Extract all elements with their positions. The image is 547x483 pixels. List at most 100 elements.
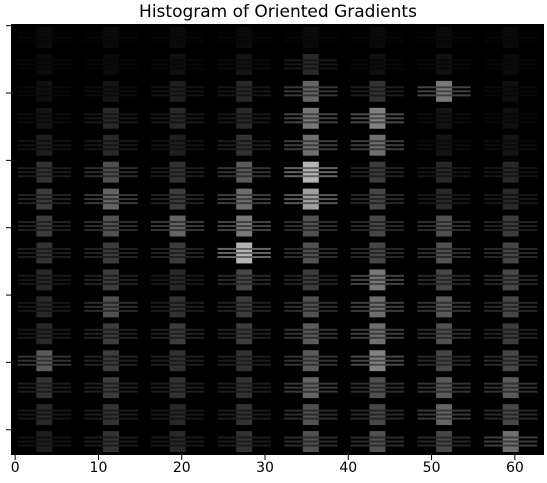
hog-cell-dash <box>284 171 337 173</box>
hog-cell-dash <box>18 32 71 34</box>
hog-cell-dash <box>417 221 470 223</box>
hog-cell-dash <box>151 391 204 393</box>
hog-cell-dash <box>484 117 537 119</box>
hog-cell-dash <box>218 59 271 61</box>
hog-cell-dash <box>284 410 337 412</box>
hog-cell-dash <box>218 140 271 142</box>
hog-cell-dash <box>484 279 537 281</box>
hog-cell-dash <box>151 383 204 385</box>
hog-cell-dash <box>151 117 204 119</box>
hog-cell-dash <box>218 306 271 308</box>
hog-cell-dash <box>351 279 404 281</box>
hog-cell-dash <box>218 221 271 223</box>
hog-cell-dash <box>18 202 71 204</box>
hog-cell-dash <box>151 140 204 142</box>
hog-cell-dash <box>351 445 404 447</box>
hog-cell-dash <box>284 121 337 123</box>
hog-cell-dash <box>84 36 137 38</box>
hog-cell-dash <box>351 364 404 366</box>
hog-cell-dash <box>151 221 204 223</box>
hog-cell-dash <box>417 329 470 331</box>
hog-cell-dash <box>484 418 537 420</box>
hog-cell-dash <box>18 391 71 393</box>
hog-cell-dash <box>284 252 337 254</box>
hog-cell-dash <box>484 441 537 443</box>
hog-cell-dash <box>218 144 271 146</box>
hog-cell-dash <box>284 36 337 38</box>
hog-cell-dash <box>284 302 337 304</box>
hog-cell-dash <box>351 360 404 362</box>
hog-cell-dash <box>484 86 537 88</box>
hog-cell-dash <box>84 275 137 277</box>
hog-cell-dash <box>417 117 470 119</box>
hog-cell-dash <box>84 414 137 416</box>
hog-cell-dash <box>218 279 271 281</box>
hog-cell-dash <box>484 67 537 69</box>
hog-cell-dash <box>18 144 71 146</box>
hog-cell-dash <box>484 383 537 385</box>
chart-title: Histogram of Oriented Gradients <box>139 2 417 22</box>
hog-cell-dash <box>484 221 537 223</box>
hog-cell-dash <box>84 86 137 88</box>
hog-cell-dash <box>484 248 537 250</box>
hog-cell-dash <box>84 436 137 438</box>
hog-cell-dash <box>351 248 404 250</box>
hog-cell-dash <box>284 67 337 69</box>
hog-cell-dash <box>84 41 137 43</box>
hog-cell-dash <box>417 175 470 177</box>
hog-cell-dash <box>218 414 271 416</box>
hog-cell-dash <box>484 252 537 254</box>
hog-cell-dash <box>218 113 271 115</box>
x-tick-label: 60 <box>506 460 524 476</box>
hog-cell-dash <box>351 67 404 69</box>
hog-cell-dash <box>284 387 337 389</box>
hog-cell-dash <box>284 140 337 142</box>
hog-cell-dash <box>151 86 204 88</box>
hog-cell-dash <box>484 202 537 204</box>
hog-cell-dash <box>151 275 204 277</box>
hog-cell-dash <box>351 94 404 96</box>
hog-cell-dash <box>18 360 71 362</box>
hog-cell-dash <box>351 90 404 92</box>
hog-cell-dash <box>218 418 271 420</box>
x-tick-label: 30 <box>256 460 274 476</box>
hog-cell-dash <box>218 229 271 231</box>
hog-cell-dash <box>417 283 470 285</box>
hog-cell-dash <box>417 441 470 443</box>
hog-cell-dash <box>151 167 204 169</box>
hog-cell-dash <box>284 229 337 231</box>
x-tick-label: 20 <box>173 460 191 476</box>
hog-cell-dash <box>18 337 71 339</box>
hog-cell-dash <box>351 117 404 119</box>
hog-cell-dash <box>284 418 337 420</box>
hog-cell-dash <box>84 67 137 69</box>
hog-cell-dash <box>84 144 137 146</box>
hog-cell-dash <box>351 333 404 335</box>
hog-cell-dash <box>84 306 137 308</box>
hog-cell-dash <box>351 194 404 196</box>
hog-cell-dash <box>218 248 271 250</box>
hog-cell-dash <box>417 445 470 447</box>
hog-cell-dash <box>484 283 537 285</box>
hog-cell-dash <box>284 41 337 43</box>
hog-cell-dash <box>151 90 204 92</box>
hog-cell-dash <box>284 306 337 308</box>
hog-cell-dash <box>417 32 470 34</box>
hog-cell-dash <box>18 113 71 115</box>
hog-cell-dash <box>218 90 271 92</box>
hog-cell-dash <box>218 387 271 389</box>
hog-cell-dash <box>351 436 404 438</box>
hog-cell-dash <box>218 171 271 173</box>
hog-cell-dash <box>484 310 537 312</box>
hog-cell-dash <box>351 329 404 331</box>
hog-cell-dash <box>84 383 137 385</box>
hog-cell-dash <box>218 252 271 254</box>
hog-cell-dash <box>417 194 470 196</box>
hog-cell-dash <box>84 387 137 389</box>
hog-cell-dash <box>18 279 71 281</box>
hog-cell-dash <box>351 63 404 65</box>
hog-cell-dash <box>218 256 271 258</box>
hog-cell-dash <box>218 167 271 169</box>
hog-cell-dash <box>484 121 537 123</box>
hog-cell-dash <box>484 256 537 258</box>
